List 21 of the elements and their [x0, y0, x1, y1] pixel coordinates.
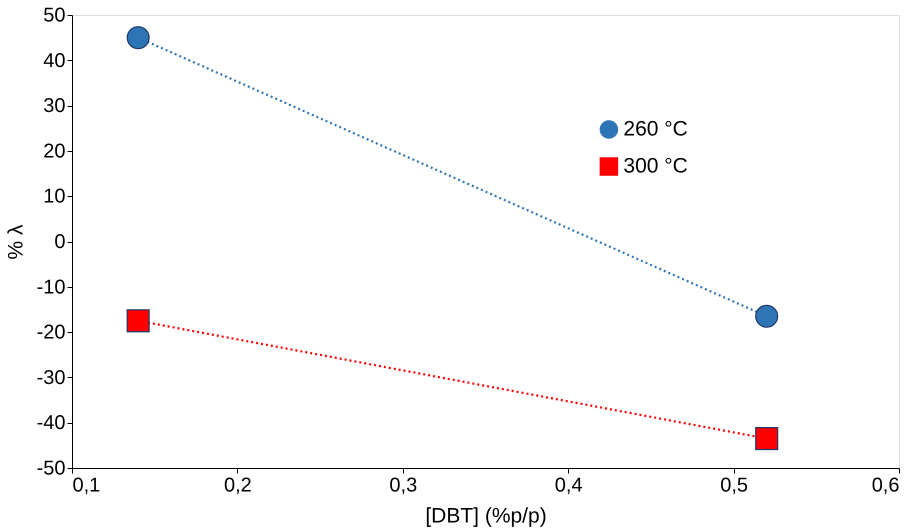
y-tick-label: 50 [43, 4, 66, 26]
x-tick-label: 0,2 [224, 474, 252, 496]
y-tick-label: 40 [43, 50, 66, 72]
x-tick-label: 0,1 [72, 474, 100, 496]
y-tick-label: 30 [43, 95, 66, 118]
x-tick-label: 0,3 [389, 474, 418, 496]
y-tick-label: -40 [36, 412, 66, 434]
x-tick-label: 0,5 [720, 474, 748, 496]
y-axis-title: % λ [4, 224, 28, 260]
y-tick-label: -10 [36, 276, 66, 298]
y-tick-label: -20 [36, 322, 66, 344]
y-tick-label: 0 [54, 231, 66, 253]
x-tick-label: 0,6 [872, 474, 900, 496]
legend-label: 260 °C [623, 118, 688, 140]
x-tick-label: 0,4 [554, 474, 583, 496]
y-tick-label: -50 [36, 458, 66, 480]
legend-label: 300 °C [623, 154, 688, 178]
x-axis-title: [DBT] (%p/p) [425, 504, 547, 528]
y-tick-label: 20 [43, 140, 66, 162]
y-tick-label: -30 [36, 366, 66, 389]
y-tick-label: 10 [43, 186, 66, 208]
